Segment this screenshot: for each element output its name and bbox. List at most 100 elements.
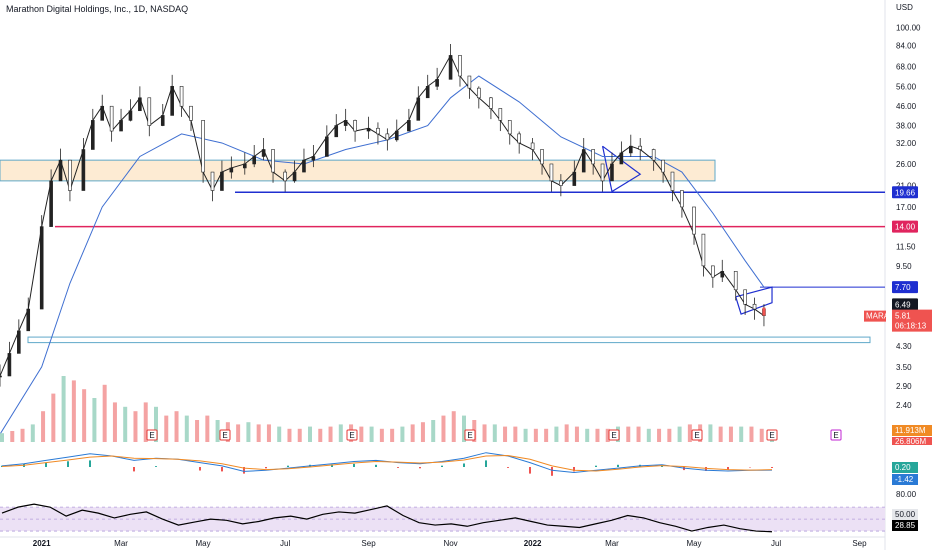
support-zone-1 [27,336,871,344]
volume-bar [184,415,189,442]
volume-bar [41,411,46,442]
candle-body [49,180,53,227]
candle-body [68,159,72,191]
volume-badge-1 [892,437,932,445]
candle-body [334,125,339,138]
earnings-marker-3 [464,429,476,441]
candle-body [0,375,2,378]
volume-bar [266,424,271,442]
y-tick-label-5: 38.00 [896,122,917,131]
candle-body [302,159,306,173]
y-tick-label-6: 32.00 [896,139,917,148]
level-badge-2 [892,281,918,294]
candle-body [7,353,12,377]
volume-bar [605,428,610,442]
x-tick-label-3: Jul [280,539,290,548]
candle-body [448,55,453,80]
volume-bar [379,428,384,442]
x-tick-label-0: 2021 [33,539,51,548]
candle-body [680,190,684,208]
earnings-marker-label-7: E [833,431,838,440]
moving-average-line [0,75,765,435]
volume-bar [20,428,25,442]
volume-bar [636,426,641,442]
volume-bar [215,420,220,442]
countdown-label: 06:18:13 [895,322,927,331]
candle-body [91,120,95,150]
volume-bar [112,402,117,442]
x-tick-label-7: Mar [605,539,619,548]
volume-label-1: 26.806M [895,437,926,446]
volume-bar [544,428,549,442]
volume-bar [677,426,682,442]
y-tick-label-7: 26.00 [896,160,917,169]
candle-body [670,171,675,191]
earnings-marker-0 [146,429,158,441]
volume-bar [328,426,333,442]
volume-bar [71,380,76,442]
macd-badge-1 [892,474,918,485]
macd-histogram-bar [419,467,421,469]
candle-body [752,303,757,310]
candle-body [252,156,257,165]
candle-body [661,159,665,173]
candle-body [435,79,439,87]
volume-bar [410,424,415,442]
candle-body [271,149,275,173]
candle-body [581,149,586,173]
volume-bar [123,406,128,442]
y-tick-label-15: 2.90 [896,382,912,391]
macd-histogram-bar [133,467,135,472]
candle-body [549,163,554,182]
volume-bar [451,411,456,442]
candle-body [394,130,399,141]
candle-body [572,171,577,186]
volume-bar [256,424,261,442]
candle-body [743,289,747,305]
volume-bar [143,402,148,442]
volume-bar [61,376,66,442]
macd-histogram-bar [771,467,773,468]
macd-histogram-bar [221,467,223,472]
candle-body [353,120,357,132]
candle-body [477,87,481,99]
volume-bar [400,426,405,442]
volume-bar [164,415,169,442]
macd-histogram-bar [243,467,245,474]
y-tick-label-9: 17.00 [896,203,917,212]
volume-bar [30,424,35,442]
volume-bar [369,426,374,442]
candle-body [711,265,715,278]
level-badge-0 [892,186,918,199]
candle-body [651,149,656,161]
volume-bar [174,411,179,442]
volume-bar [431,420,436,442]
candle-body [507,120,512,135]
macd-histogram-bar [551,467,553,476]
volume-badge-0 [892,425,932,436]
candle-body [343,120,348,126]
candle-body [128,110,133,121]
candle-body [498,108,503,121]
macd-histogram-bar [463,463,465,467]
macd-histogram-bar [441,465,443,467]
volume-bar [533,428,538,442]
volume-bar [728,426,733,442]
rsi-band [0,507,885,532]
volume-bar [390,428,395,442]
candle-body [160,115,165,126]
level-badge-1 [892,220,918,233]
volume-bar [420,422,425,442]
candle-body [701,233,706,267]
macd-line [1,452,773,474]
earnings-marker-label-6: E [769,431,774,440]
volume-bar [205,415,210,442]
volume-bar [318,428,323,442]
candle-body [138,97,142,112]
volume-bar [646,428,651,442]
macd-label-0: 0.20 [895,463,911,472]
volume-bar [51,393,56,442]
y-tick-label-11: 9.50 [896,262,912,271]
macd-histogram-bar [265,467,267,469]
